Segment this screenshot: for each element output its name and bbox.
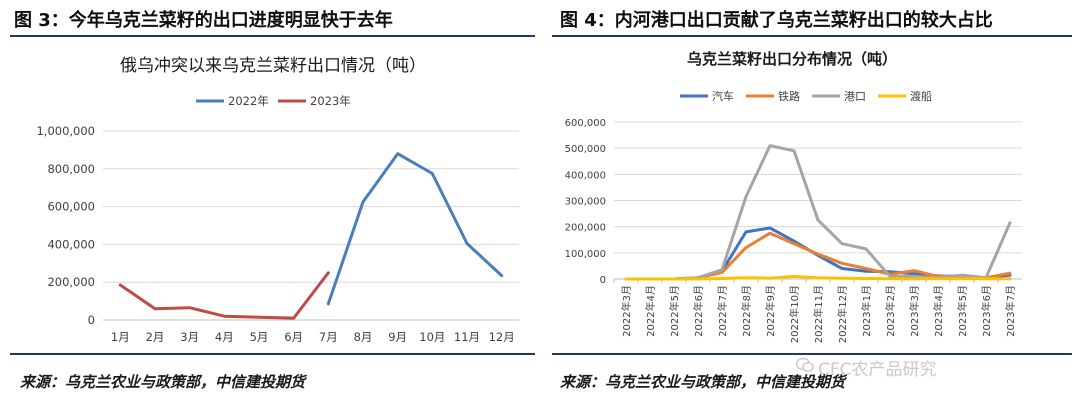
x-tick-label: 8月 — [354, 330, 373, 344]
x-tick-label: 3月 — [180, 330, 199, 344]
figure-4-caption: 图 4：内河港口出口贡献了乌克兰菜籽出口的较大占比 — [560, 10, 993, 31]
x-tick-label: 2022年11月 — [812, 285, 825, 343]
x-tick-label: 2022年12月 — [836, 285, 849, 343]
figure-3-caption: 图 3：今年乌克兰菜籽的出口进度明显快于去年 — [14, 10, 393, 31]
x-tick-label: 2023年3月 — [908, 285, 921, 337]
y-tick-label: 1,000,000 — [36, 124, 95, 138]
legend-label: 汽车 — [712, 89, 734, 103]
legend-label: 2022年 — [228, 94, 269, 108]
figure-3-bottom-rule — [10, 353, 535, 355]
export-progress-chart: 俄乌冲突以来乌克兰菜籽出口情况（吨） 0 200,000 400,000 600,000… — [36, 56, 519, 344]
x-tick-label: 2022年3月 — [620, 285, 633, 337]
figure-4-bottom-rule — [552, 353, 1072, 355]
legend-label: 铁路 — [778, 90, 800, 103]
x-tick-label: 2023年2月 — [884, 285, 897, 337]
x-tick-label: 11月 — [454, 330, 480, 344]
y-tick-label: 300,000 — [565, 197, 606, 208]
x-tick-label: 2023年1月 — [860, 285, 873, 337]
x-tick-label: 6月 — [284, 330, 303, 344]
x-tick-label: 2022年7月 — [716, 285, 729, 337]
x-tick-label: 2022年5月 — [668, 285, 681, 337]
y-tick-label: 0 — [88, 313, 95, 327]
y-tick-label: 100,000 — [565, 249, 606, 260]
y-tick-label: 500,000 — [565, 144, 606, 155]
y-tick-label: 0 — [600, 275, 606, 286]
legend-label: 2023年 — [310, 94, 351, 108]
x-tick-label: 12月 — [489, 330, 515, 344]
y-tick-label: 200,000 — [565, 223, 606, 234]
y-tick-label: 600,000 — [47, 200, 95, 214]
chart-title: 乌克兰菜籽出口分布情况（吨） — [687, 50, 897, 68]
x-tick-label: 2022年8月 — [740, 285, 753, 337]
figure-4-source: 来源：乌克兰农业与政策部，中信建投期货 — [560, 373, 846, 391]
legend-label: 渡船 — [910, 89, 932, 103]
x-tick-label: 2023年6月 — [980, 285, 993, 337]
y-tick-label: 400,000 — [47, 237, 95, 251]
watermark: CFC农产品研究 — [818, 360, 937, 380]
x-tick-label: 2022年10月 — [788, 285, 801, 343]
legend-label: 港口 — [844, 90, 866, 103]
x-tick-label: 2023年4月 — [932, 285, 945, 337]
x-tick-label: 2023年5月 — [956, 285, 969, 337]
y-tick-label: 200,000 — [47, 275, 95, 289]
series-line — [118, 271, 330, 320]
chart-title: 俄乌冲突以来乌克兰菜籽出口情况（吨） — [120, 56, 426, 76]
x-tick-label: 5月 — [250, 330, 269, 344]
export-distribution-chart: 乌克兰菜籽出口分布情况（吨） 0 100,000 200,000 300,000 400,… — [565, 50, 1022, 343]
x-tick-label: 2022年6月 — [692, 285, 705, 337]
x-tick-label: 4月 — [215, 330, 234, 344]
figure-3-top-rule — [10, 35, 535, 37]
y-tick-label: 400,000 — [565, 170, 606, 181]
x-tick-label: 1月 — [111, 330, 130, 344]
x-tick-label: 2月 — [146, 330, 165, 344]
x-tick-label: 2022年4月 — [644, 285, 657, 337]
series-line — [624, 274, 1012, 281]
y-tick-label: 800,000 — [47, 162, 95, 176]
x-tick-label: 2022年9月 — [764, 285, 777, 337]
series-line — [326, 152, 504, 306]
series-line — [624, 144, 1012, 281]
x-tick-label: 7月 — [319, 330, 338, 344]
x-tick-label: 10月 — [419, 330, 445, 344]
figure-4-top-rule — [552, 35, 1072, 37]
y-tick-label: 600,000 — [565, 118, 606, 129]
wechat-icon — [796, 357, 814, 373]
x-tick-label: 9月 — [388, 330, 407, 344]
x-tick-label: 2023年7月 — [1004, 285, 1017, 337]
figure-3-source: 来源：乌克兰农业与政策部，中信建投期货 — [20, 373, 306, 391]
